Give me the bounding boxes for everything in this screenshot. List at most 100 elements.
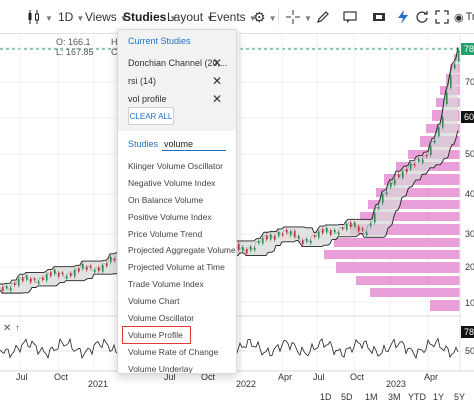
time-tick: Oct xyxy=(54,372,69,382)
volume-profile-bar xyxy=(430,300,460,311)
candle-body xyxy=(42,277,44,280)
price-chart[interactable]: 78 70 60 50 40 30 20 10 78 50 ✕ ↑ Jul Oc… xyxy=(0,34,474,406)
candle-body xyxy=(406,169,408,173)
candle-body xyxy=(254,247,256,251)
chevron-down-icon: ▼ xyxy=(76,13,85,23)
lightning-button[interactable] xyxy=(396,0,410,34)
volume-profile-bar xyxy=(356,276,460,285)
settings-button[interactable]: ⚙ ▼ xyxy=(253,0,276,34)
chart-type-candle-icon[interactable]: ▼ xyxy=(26,0,53,34)
candle-body xyxy=(22,277,24,282)
range-5y[interactable]: 5Y xyxy=(454,392,466,402)
current-study-item[interactable]: Donchian Channel (20,... ✕ xyxy=(128,54,236,72)
studies-search-input[interactable] xyxy=(162,137,226,151)
refresh-icon xyxy=(416,11,428,23)
chevron-down-icon: ▼ xyxy=(119,13,128,23)
candle-body xyxy=(382,194,384,204)
close-panel-icon[interactable]: ✕ xyxy=(3,323,11,334)
price-tick: 30 xyxy=(465,229,474,239)
current-study-item[interactable]: rsi (14) ✕ xyxy=(128,72,236,90)
study-option-volume-profile[interactable]: Volume Profile xyxy=(118,325,236,344)
study-option[interactable]: Projected Aggregate Volume xyxy=(128,245,236,256)
range-1y[interactable]: 1Y xyxy=(433,392,445,402)
range-1d[interactable]: 1D xyxy=(320,392,332,402)
candle-body xyxy=(54,269,56,275)
candle-body xyxy=(34,278,36,281)
range-5d[interactable]: 5D xyxy=(341,392,353,402)
current-study-item[interactable]: vol profile ✕ xyxy=(128,90,236,108)
candle-body xyxy=(110,256,112,263)
candle-body xyxy=(358,226,360,232)
trade-icon: ◉ xyxy=(454,11,464,24)
clear-all-button[interactable]: CLEAR ALL xyxy=(128,107,174,125)
study-option[interactable]: Price Volume Trend xyxy=(128,228,203,239)
interval-label: 1D xyxy=(58,10,74,24)
views-button[interactable]: Views ▼ xyxy=(85,0,128,34)
year-label: 2022 xyxy=(236,379,256,389)
candle-body xyxy=(310,240,312,244)
candle-body xyxy=(402,171,404,178)
volume-profile-bar xyxy=(360,212,460,221)
price-tick: 60 xyxy=(464,112,474,122)
price-tick: 10 xyxy=(465,298,474,308)
candle-body xyxy=(446,92,448,105)
trade-button[interactable]: ◉ Tra xyxy=(454,0,474,34)
price-tick: 40 xyxy=(465,189,474,199)
fullscreen-button[interactable] xyxy=(435,0,449,34)
candle-body xyxy=(326,227,328,233)
range-1m[interactable]: 1M xyxy=(365,392,378,402)
comment-button[interactable] xyxy=(343,0,357,34)
time-tick: Oct xyxy=(350,372,365,382)
candle-body xyxy=(238,243,240,250)
candle-body xyxy=(410,163,412,170)
candle-body xyxy=(90,265,92,268)
study-option[interactable]: Projected Volume at Time xyxy=(128,262,225,273)
range-3m[interactable]: 3M xyxy=(388,392,401,402)
year-label: 2021 xyxy=(88,379,108,389)
remove-study-icon[interactable]: ✕ xyxy=(211,56,222,70)
study-option-label: Volume Profile xyxy=(128,329,183,340)
candle-body xyxy=(426,155,428,157)
candle-body xyxy=(378,207,380,209)
study-option[interactable]: Volume Oscillator xyxy=(128,313,195,324)
interval-button[interactable]: 1D ▼ xyxy=(58,0,84,34)
draw-button[interactable] xyxy=(316,0,330,34)
layout-button[interactable]: Layout ▼ xyxy=(167,0,214,34)
study-option[interactable]: Positive Volume Index xyxy=(128,211,212,222)
events-button[interactable]: Events ▼ xyxy=(209,0,257,34)
study-option[interactable]: Volume Underlay xyxy=(128,363,193,374)
remove-study-icon[interactable]: ✕ xyxy=(211,74,222,88)
remove-study-icon[interactable]: ✕ xyxy=(211,92,222,106)
study-option[interactable]: Volume Rate of Change xyxy=(128,346,219,357)
candle-body xyxy=(430,146,432,156)
study-option[interactable]: Negative Volume Index xyxy=(128,177,216,188)
study-option[interactable]: On Balance Volume xyxy=(128,194,204,205)
candle-body xyxy=(414,164,416,166)
chart-area[interactable]: 78 70 60 50 40 30 20 10 78 50 ✕ ↑ Jul Oc… xyxy=(0,34,474,406)
candle-body xyxy=(370,223,372,227)
candle-icon xyxy=(28,10,39,24)
layout-label: Layout xyxy=(167,10,204,24)
crosshair-button[interactable]: ▼ xyxy=(285,0,312,34)
refresh-button[interactable] xyxy=(415,0,429,34)
studies-button[interactable]: Studies ▼ xyxy=(123,0,177,34)
price-tick: 70 xyxy=(465,77,474,87)
candle-body xyxy=(294,230,296,237)
candle-body xyxy=(62,272,64,275)
current-study-label: rsi (14) xyxy=(128,76,157,86)
fullscreen-icon xyxy=(435,10,449,24)
ticket-button[interactable] xyxy=(372,0,386,34)
candle-body xyxy=(274,236,276,240)
study-option[interactable]: Klinger Volume Oscillator xyxy=(128,161,223,171)
study-option[interactable]: Trade Volume Index xyxy=(128,279,204,290)
volume-profile-bar xyxy=(324,250,460,259)
candle-body xyxy=(86,266,88,270)
study-option[interactable]: Volume Chart xyxy=(128,296,180,307)
candle-body xyxy=(422,159,424,163)
candle-body xyxy=(278,231,280,236)
candle-body xyxy=(270,234,272,240)
candle-body xyxy=(366,232,368,236)
chevron-down-icon: ▼ xyxy=(206,13,214,23)
move-panel-up-icon[interactable]: ↑ xyxy=(15,323,20,334)
range-ytd[interactable]: YTD xyxy=(408,392,426,402)
